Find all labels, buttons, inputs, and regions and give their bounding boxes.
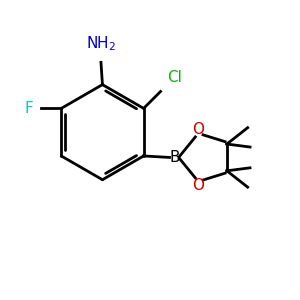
Text: B: B	[169, 150, 180, 165]
Text: F: F	[25, 101, 34, 116]
Text: O: O	[192, 178, 204, 193]
Text: Cl: Cl	[167, 70, 182, 85]
Text: O: O	[192, 122, 204, 137]
Text: NH$_2$: NH$_2$	[86, 35, 116, 53]
